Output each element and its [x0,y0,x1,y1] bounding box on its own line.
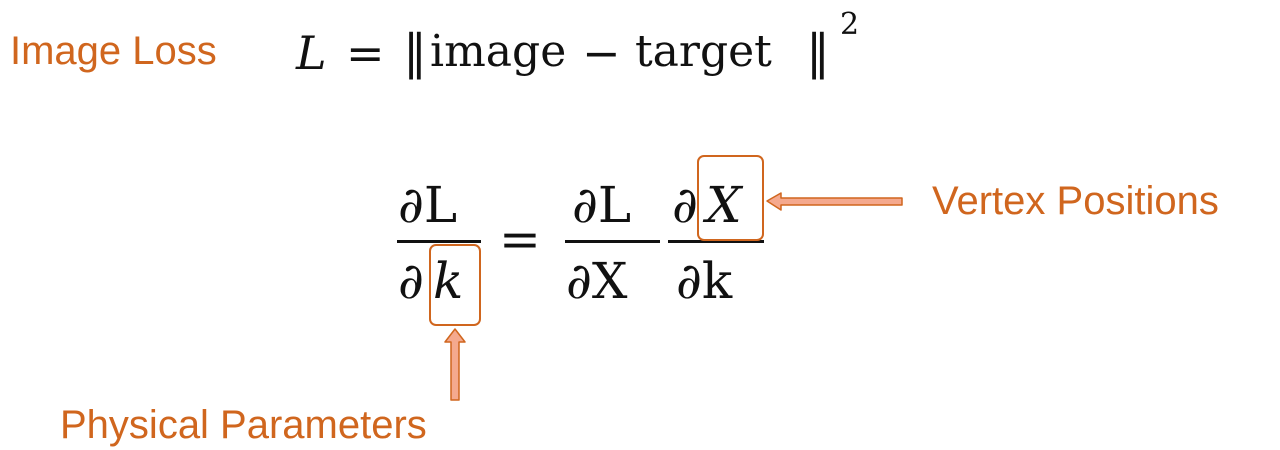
loss-symbol: L [296,26,327,80]
physical-parameters-label: Physical Parameters [60,403,427,447]
exponent-two: 2 [840,7,860,42]
minus-sign: − [582,26,621,80]
vertex-arrow-icon [766,192,903,211]
rhs2-numerator-partial: ∂ [672,176,698,234]
vertex-positions-label: Vertex Positions [932,179,1219,223]
equals-sign-2: = [499,210,541,268]
lhs-fraction-bar [397,240,481,243]
parameter-arrow-icon [444,328,466,401]
lhs-denominator-k: k [433,252,464,310]
word-image: image [430,26,567,77]
rhs1-denominator: ∂X [566,252,628,310]
rhs2-numerator-x: X [706,176,742,234]
rhs2-denominator: ∂k [676,252,733,310]
lhs-numerator: ∂L [398,176,458,234]
image-loss-label: Image Loss [10,29,217,73]
physical-parameter-highlight-box [429,244,481,326]
vertex-position-highlight-box [697,155,764,241]
lhs-denominator-partial: ∂ [398,252,424,310]
norm-open: ‖ [403,24,427,80]
rhs2-fraction-bar [668,240,764,243]
rhs1-fraction-bar [565,240,660,243]
norm-close: ‖ [806,24,830,80]
word-target: target [635,26,772,77]
rhs1-numerator: ∂L [572,176,632,234]
equals-sign-1: = [346,26,385,80]
